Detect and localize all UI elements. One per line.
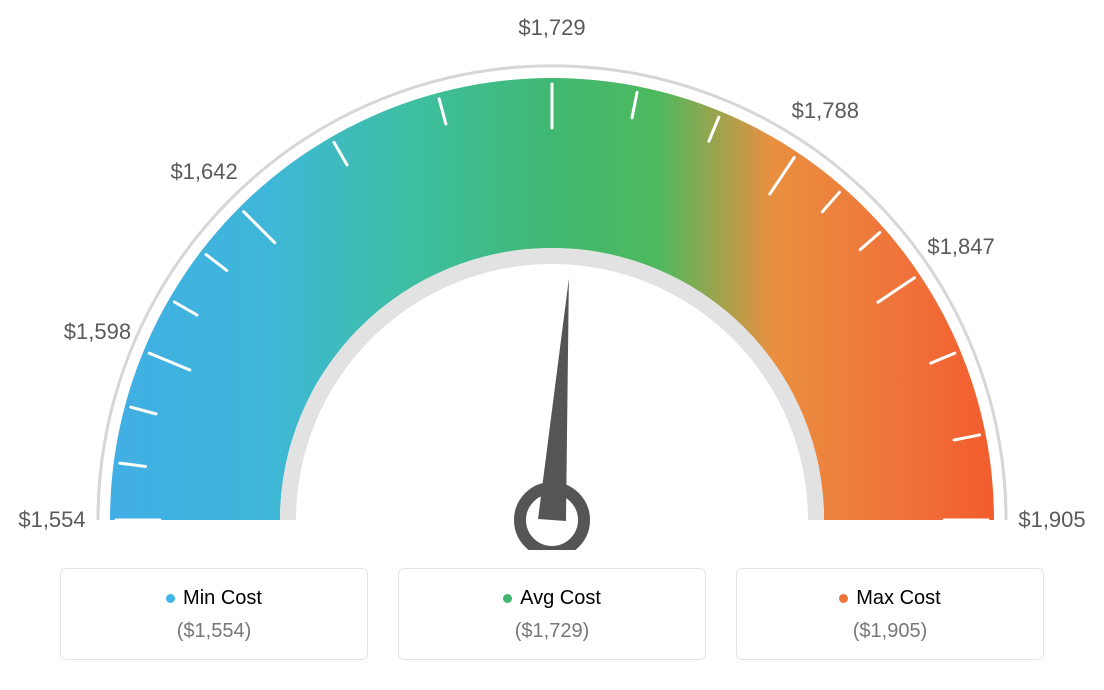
legend-title-avg: Avg Cost	[503, 587, 601, 610]
legend-label-min: Min Cost	[183, 587, 262, 610]
legend-card-max: Max Cost ($1,905)	[736, 568, 1044, 660]
legend-value-max: ($1,905)	[757, 620, 1023, 643]
legend-label-avg: Avg Cost	[520, 587, 601, 610]
gauge-chart: $1,554$1,598$1,642$1,729$1,788$1,847$1,9…	[52, 30, 1052, 550]
legend-title-max: Max Cost	[839, 587, 940, 610]
gauge-tick-label: $1,847	[927, 234, 994, 260]
chart-container: $1,554 $1,598 $1,642 $1,729 $1,788 $1,847 $1,9…	[0, 0, 1104, 690]
gauge-tick-label: $1,598	[64, 319, 131, 345]
legend-card-avg: Avg Cost ($1,729)	[398, 568, 706, 660]
gauge-tick-label: $1,905	[1018, 507, 1085, 533]
legend-label-max: Max Cost	[856, 587, 940, 610]
legend-dot-min	[166, 594, 175, 603]
legend-value-avg: ($1,729)	[419, 620, 685, 643]
gauge-tick-label: $1,788	[792, 98, 859, 124]
legend-dot-avg	[503, 594, 512, 603]
legend-dot-max	[839, 594, 848, 603]
gauge-tick-label: $1,729	[518, 15, 585, 41]
legend-card-min: Min Cost ($1,554)	[60, 568, 368, 660]
legend-row: Min Cost ($1,554) Avg Cost ($1,729) Max …	[60, 568, 1044, 660]
legend-title-min: Min Cost	[166, 587, 262, 610]
gauge-tick-label: $1,642	[170, 159, 237, 185]
gauge-svg	[52, 30, 1052, 550]
legend-value-min: ($1,554)	[81, 620, 347, 643]
gauge-tick-label: $1,554	[18, 507, 85, 533]
